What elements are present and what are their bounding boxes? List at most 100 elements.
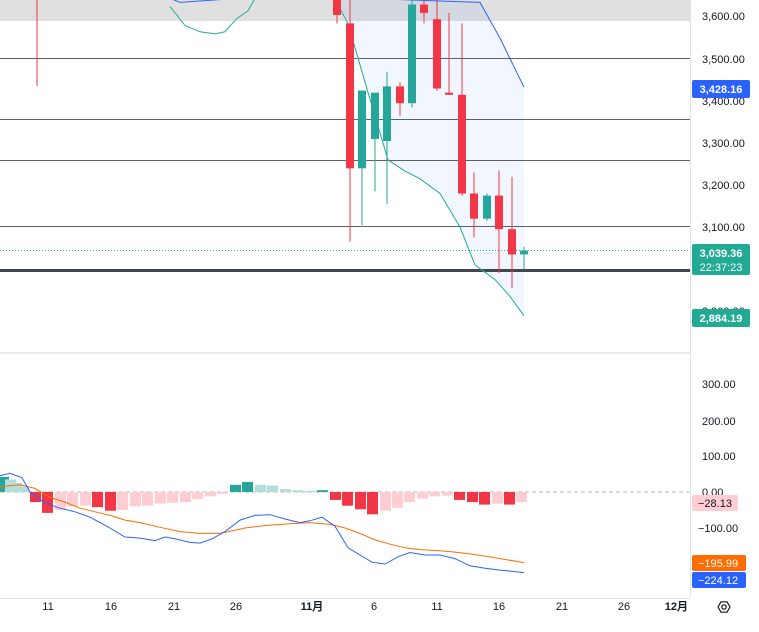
price-tick: 3,100.00 [702, 222, 745, 234]
macd-value-label: −224.12 [692, 572, 746, 588]
candle [520, 246, 528, 270]
candle-body [458, 94, 466, 194]
candle [383, 71, 391, 204]
time-axis[interactable]: 11 16 21 26 11月 6 11 16 21 26 12月 [0, 598, 731, 614]
macd-axis[interactable]: 300.00 200.00 100.00 0.00 −100.00 −28.13… [692, 379, 746, 588]
macd-histogram [0, 476, 527, 515]
candle-body [358, 90, 366, 169]
time-tick: 11月 [301, 600, 324, 613]
macd-histogram-bar [492, 492, 503, 504]
candle [483, 193, 491, 221]
price-axis[interactable]: 3,600.00 3,500.00 3,400.00 3,300.00 3,20… [690, 0, 751, 598]
macd-histogram-bar [242, 481, 253, 492]
macd-histogram-bar [267, 485, 278, 492]
candle-body [420, 4, 428, 13]
candle [433, 0, 441, 91]
time-tick: 12月 [665, 600, 688, 613]
candle-body [346, 23, 354, 169]
candle [396, 82, 404, 116]
macd-histogram-bar [342, 492, 353, 506]
candle [346, 0, 354, 242]
bollinger-upper-line [172, 0, 525, 88]
price-label-bg [692, 244, 750, 275]
time-tick: 11 [42, 601, 53, 613]
macd-histogram-bar [355, 492, 366, 510]
macd-histogram-bar [317, 490, 328, 492]
macd-histogram-bar [18, 486, 29, 492]
macd-pane[interactable] [0, 352, 690, 574]
price-pane-background [0, 0, 690, 352]
time-tick: 26 [618, 601, 630, 613]
macd-label-bg [692, 572, 746, 588]
price-pane[interactable] [0, 0, 690, 352]
macd-tick: 300.00 [702, 379, 736, 391]
price-label-bg [692, 309, 750, 327]
candle [333, 0, 341, 24]
candle-body [483, 195, 491, 219]
macd-histogram-bar [516, 492, 527, 503]
macd-histogram-bar [117, 492, 128, 510]
macd-label-text: −28.13 [698, 498, 732, 510]
macd-histogram-bar [504, 492, 515, 505]
macd-histogram-bar [180, 492, 191, 503]
macd-histogram-bar [330, 492, 341, 500]
time-tick: 26 [230, 601, 242, 613]
candles [333, 0, 528, 288]
candle-body [383, 86, 391, 141]
candle [470, 172, 478, 238]
time-tick: 21 [168, 601, 180, 613]
macd-label-bg [692, 555, 746, 571]
candle-body [371, 92, 379, 139]
histogram-value-label: −28.13 [692, 495, 738, 511]
macd-histogram-bar [42, 492, 53, 513]
candle-body [433, 19, 441, 89]
macd-label-bg [692, 495, 738, 511]
time-tick: 21 [556, 601, 568, 613]
signal-value-label: −195.99 [692, 555, 746, 571]
macd-tick: 200.00 [702, 416, 736, 428]
macd-histogram-bar [292, 490, 303, 492]
bollinger-band-fill [334, 0, 524, 316]
macd-label-text: −224.12 [698, 575, 738, 587]
macd-histogram-bar [11, 483, 22, 492]
candle-body [445, 92, 453, 95]
macd-histogram-bar [404, 492, 415, 503]
price-tick: 3,300.00 [702, 138, 745, 150]
macd-histogram-bar [367, 492, 378, 515]
candle [358, 90, 366, 225]
macd-histogram-bar [0, 476, 9, 492]
macd-tick: 100.00 [702, 451, 736, 463]
macd-histogram-bar [30, 492, 41, 503]
macd-histogram-bar [392, 492, 403, 508]
candle-body [495, 195, 503, 230]
time-tick: 11 [431, 601, 442, 613]
settings-icon[interactable] [717, 601, 731, 613]
candle-body [408, 4, 416, 104]
candle [508, 176, 516, 288]
candle [408, 0, 416, 108]
current-price-label: 3,039.36 22:37:23 [692, 244, 750, 275]
candle [371, 92, 379, 192]
candle [445, 12, 453, 95]
macd-histogram-bar [130, 492, 141, 507]
settings-icon-outline [717, 601, 731, 613]
lower-band-price-label: 2,884.19 [692, 309, 750, 327]
macd-histogram-bar [467, 492, 478, 503]
macd-histogram-bar [280, 489, 291, 492]
macd-histogram-bar [305, 490, 316, 492]
candle-body [470, 193, 478, 219]
price-tick: 3,600.00 [702, 11, 745, 23]
countdown-text: 22:37:23 [700, 262, 743, 274]
price-tick: 3,400.00 [702, 96, 745, 108]
macd-histogram-bar [105, 492, 116, 511]
signal-line [0, 484, 525, 564]
price-label-text: 3,428.16 [700, 84, 743, 96]
macd-label-text: −195.99 [698, 558, 738, 570]
candle-body [333, 0, 341, 15]
upper-band-price-label: 3,428.16 [692, 80, 750, 98]
time-tick: 6 [371, 601, 377, 613]
candle-body [396, 86, 404, 104]
macd-histogram-bar [92, 492, 103, 508]
